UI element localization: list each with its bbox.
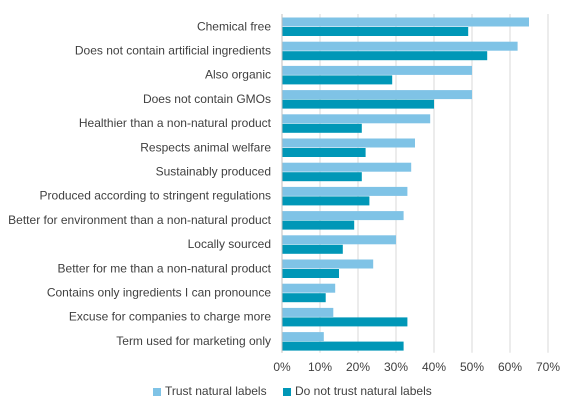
bars [282, 17, 529, 351]
bar [282, 283, 336, 293]
x-tick-label: 0% [273, 360, 291, 374]
category-label: Contains only ingredients I can pronounc… [47, 285, 271, 299]
category-label: Better for environment than a non-natura… [8, 213, 271, 227]
bar [282, 41, 518, 51]
x-tick-label: 60% [498, 360, 522, 374]
legend: Trust natural labels Do not trust natural… [153, 384, 432, 398]
legend-label: Trust natural labels [165, 384, 267, 398]
x-tick-label: 10% [308, 360, 332, 374]
bar [282, 317, 408, 327]
bar [282, 269, 339, 278]
bar [282, 90, 472, 100]
bar [282, 293, 326, 303]
category-label: Excuse for companies to charge more [69, 310, 271, 324]
category-label: Produced according to stringent regulati… [40, 189, 271, 203]
legend-swatch [153, 388, 161, 396]
axes: 0% 10% 20% 30% 40% 50% 60% 70% Chemical free Does… [8, 14, 560, 374]
bar [282, 307, 334, 317]
category-label: Healthier than a non-natural product [79, 116, 272, 130]
bar [282, 196, 370, 206]
bar [282, 332, 324, 342]
x-tick-label: 70% [536, 360, 560, 374]
bar [282, 99, 434, 109]
category-label: Sustainably produced [156, 164, 271, 178]
bar [282, 123, 362, 133]
legend-swatch [283, 388, 291, 396]
category-label: Locally sourced [188, 237, 271, 251]
x-tick-label: 40% [422, 360, 446, 374]
bar [282, 341, 404, 351]
x-tick-label: 30% [384, 360, 408, 374]
bar [282, 244, 343, 254]
bar [282, 259, 374, 269]
bar [282, 172, 362, 182]
category-label: Respects animal welfare [140, 140, 271, 154]
category-label: Term used for marketing only [116, 334, 271, 348]
x-tick-label: 50% [460, 360, 484, 374]
category-label: Does not contain artificial ingredients [75, 43, 271, 57]
category-label: Better for me than a non-natural product [58, 261, 272, 275]
category-label: Chemical free [197, 19, 271, 33]
x-tick-label: 20% [346, 360, 370, 374]
bar [282, 162, 412, 172]
bar [282, 235, 396, 245]
bar [282, 65, 472, 75]
bar [282, 17, 529, 27]
bar [282, 148, 366, 157]
bar [282, 51, 488, 61]
category-label: Does not contain GMOs [143, 92, 271, 106]
bar [282, 220, 355, 230]
bar [282, 186, 408, 196]
legend-label: Do not trust natural labels [295, 384, 432, 398]
bar [282, 211, 404, 221]
bar [282, 27, 469, 36]
bar [282, 114, 431, 124]
bar [282, 75, 393, 85]
bar [282, 138, 415, 148]
category-label: Also organic [205, 68, 271, 82]
